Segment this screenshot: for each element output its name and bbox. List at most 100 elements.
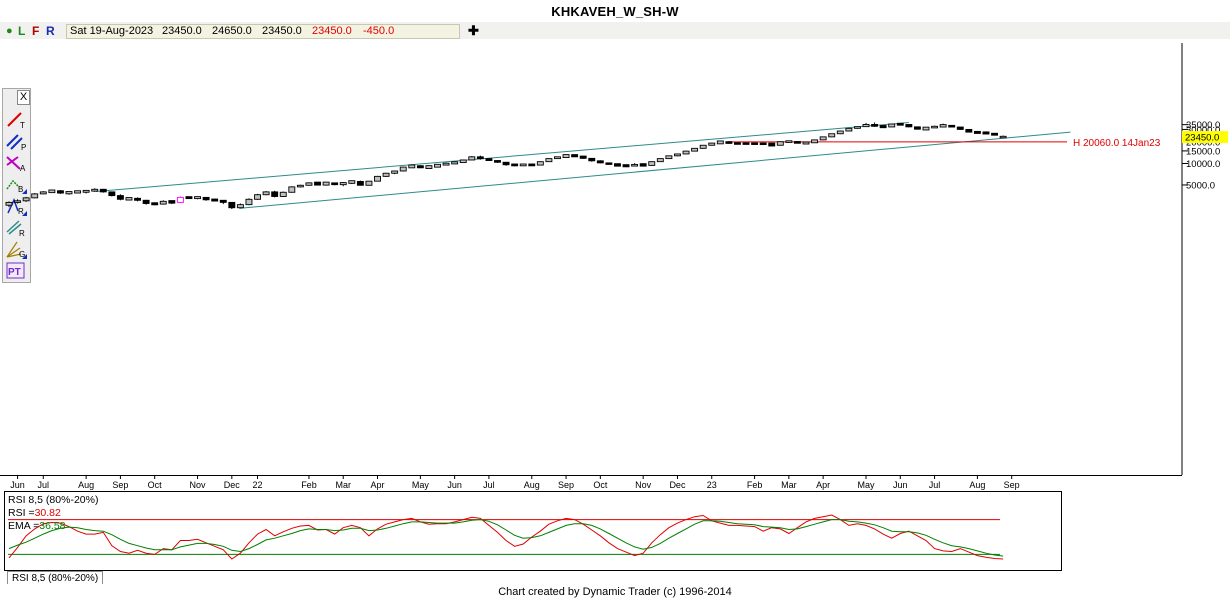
- candle[interactable]: [759, 142, 767, 146]
- candle[interactable]: [785, 140, 793, 143]
- button-l[interactable]: L: [18, 24, 26, 38]
- candle[interactable]: [793, 141, 801, 144]
- rsi-tab[interactable]: RSI 8,5 (80%-20%): [7, 571, 103, 584]
- candle[interactable]: [48, 189, 56, 194]
- candle[interactable]: [802, 141, 810, 145]
- candle[interactable]: [262, 191, 270, 196]
- pt-tool[interactable]: PT: [5, 261, 28, 281]
- candle[interactable]: [699, 144, 707, 149]
- candle[interactable]: [228, 201, 236, 210]
- price-chart[interactable]: H 20060.0 14Jan23 35000.030000.025000.02…: [0, 39, 1230, 490]
- parallel-lines-tool[interactable]: P: [5, 132, 28, 152]
- candle[interactable]: [494, 160, 501, 163]
- candle[interactable]: [708, 142, 716, 146]
- candle[interactable]: [65, 191, 73, 195]
- candle[interactable]: [168, 200, 176, 205]
- bands-tool[interactable]: B: [5, 175, 28, 195]
- candle[interactable]: [939, 123, 947, 128]
- plus-icon[interactable]: ✚: [468, 23, 479, 38]
- candle[interactable]: [519, 163, 527, 167]
- candle[interactable]: [828, 133, 836, 138]
- candle[interactable]: [811, 139, 819, 144]
- candle[interactable]: [254, 193, 261, 200]
- candle[interactable]: [459, 159, 467, 164]
- candle[interactable]: [271, 190, 279, 198]
- candle[interactable]: [931, 125, 939, 129]
- candle[interactable]: [348, 180, 356, 185]
- close-toolbar-button[interactable]: X: [17, 90, 30, 105]
- candle[interactable]: [339, 182, 347, 187]
- candle[interactable]: [913, 126, 921, 130]
- candle[interactable]: [896, 122, 904, 126]
- candle[interactable]: [125, 197, 133, 201]
- candle[interactable]: [631, 163, 639, 167]
- candle[interactable]: [108, 191, 116, 197]
- candle[interactable]: [382, 172, 390, 177]
- candle[interactable]: [596, 160, 604, 164]
- candle[interactable]: [31, 193, 39, 199]
- candle[interactable]: [614, 163, 621, 167]
- candle[interactable]: [236, 203, 244, 209]
- candle[interactable]: [528, 163, 536, 167]
- candle[interactable]: [871, 122, 879, 127]
- candle[interactable]: [562, 154, 570, 159]
- candle[interactable]: [888, 123, 896, 128]
- candle[interactable]: [99, 188, 107, 193]
- candle[interactable]: [185, 196, 193, 200]
- candle[interactable]: [648, 161, 656, 166]
- candle[interactable]: [691, 147, 699, 152]
- candle[interactable]: [536, 161, 544, 166]
- ratio-fan-tool[interactable]: R: [5, 218, 28, 238]
- candle[interactable]: [622, 164, 630, 168]
- candle[interactable]: [734, 142, 741, 145]
- candle[interactable]: [879, 125, 887, 129]
- lower-channel-line[interactable]: [239, 131, 1071, 209]
- trendline-tool[interactable]: T: [5, 110, 28, 130]
- candle[interactable]: [922, 126, 930, 131]
- candle[interactable]: [202, 196, 210, 201]
- candle[interactable]: [211, 198, 219, 202]
- candle[interactable]: [74, 190, 82, 194]
- candle[interactable]: [288, 186, 296, 193]
- candle[interactable]: [965, 128, 973, 133]
- retracement-tool[interactable]: R: [5, 197, 28, 217]
- candle[interactable]: [973, 130, 981, 134]
- candle[interactable]: [579, 155, 587, 159]
- candle[interactable]: [91, 188, 99, 192]
- candle[interactable]: [314, 181, 321, 186]
- candle[interactable]: [451, 161, 459, 165]
- candle[interactable]: [56, 190, 64, 194]
- candle[interactable]: [322, 181, 330, 186]
- pitchfork-tool[interactable]: A: [5, 153, 28, 173]
- candle[interactable]: [14, 199, 22, 204]
- candle[interactable]: [502, 161, 510, 166]
- candle[interactable]: [151, 202, 159, 206]
- button-r[interactable]: R: [46, 24, 55, 38]
- rsi-panel[interactable]: [0, 490, 1230, 572]
- candle[interactable]: [476, 155, 484, 160]
- candle[interactable]: [5, 201, 13, 208]
- candle[interactable]: [862, 122, 870, 128]
- candle[interactable]: [331, 182, 339, 186]
- candle[interactable]: [245, 198, 253, 206]
- candle[interactable]: [682, 150, 690, 155]
- candle[interactable]: [819, 136, 827, 141]
- candle[interactable]: [905, 124, 913, 128]
- candle[interactable]: [194, 196, 201, 200]
- candle[interactable]: [434, 163, 441, 168]
- gann-fan-tool[interactable]: G: [5, 240, 28, 260]
- candle[interactable]: [605, 162, 613, 165]
- candle[interactable]: [142, 199, 150, 205]
- candle[interactable]: [836, 130, 844, 135]
- candle[interactable]: [742, 142, 750, 145]
- candle[interactable]: [296, 184, 304, 188]
- candle[interactable]: [716, 140, 724, 145]
- candle[interactable]: [365, 180, 373, 186]
- candle[interactable]: [176, 196, 184, 203]
- candle[interactable]: [948, 124, 956, 128]
- candle[interactable]: [545, 158, 553, 163]
- candle[interactable]: [991, 132, 998, 136]
- candle[interactable]: [845, 127, 853, 132]
- candle[interactable]: [399, 166, 407, 172]
- candle[interactable]: [751, 142, 759, 145]
